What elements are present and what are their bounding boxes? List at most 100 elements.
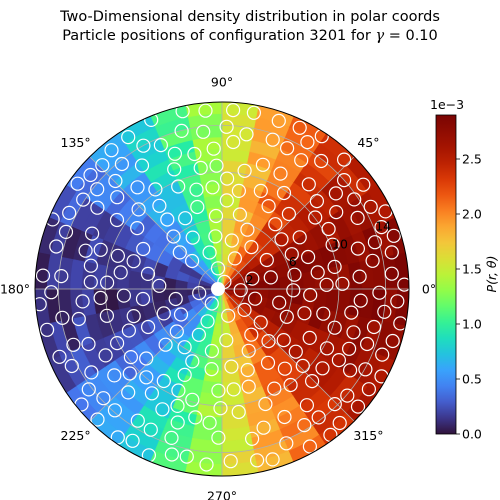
chart-title: Two-Dimensional density distribution in … [60,9,440,25]
particle-marker [148,182,163,197]
particle-marker [121,323,136,338]
particle-marker [292,120,307,135]
particle-marker [81,382,96,397]
particle-marker [258,396,273,412]
particle-marker [141,319,156,335]
particle-marker [253,315,268,330]
particle-marker [52,349,67,364]
particle-marker [315,361,330,376]
particle-marker [226,102,241,118]
particle-marker [62,205,77,220]
particle-marker [122,366,137,381]
particle-marker [327,320,342,335]
particle-marker [319,341,335,356]
radial-tick-label: 14 [375,218,391,233]
particle-marker [384,266,399,281]
particle-marker [332,415,347,431]
particle-marker [316,306,331,321]
particle-marker [160,212,175,227]
particle-marker [90,412,105,427]
particle-marker [190,199,205,215]
colorbar-label: P(r, θ) [484,256,499,293]
particle-marker [281,206,296,222]
particle-marker [213,401,228,416]
particle-marker [187,146,202,162]
particle-marker [329,205,344,220]
particle-marker [309,194,324,209]
particle-marker [81,336,96,352]
particle-marker [44,285,59,300]
gamma-symbol: γ [375,28,385,44]
particle-marker [93,290,108,305]
particle-marker [169,324,184,339]
particle-marker [110,190,125,205]
particle-marker [66,337,81,352]
particle-marker [280,141,295,156]
particle-marker [244,327,259,342]
density-cell [205,357,224,372]
particle-marker [253,183,268,198]
particle-marker [113,265,128,280]
particle-marker [211,383,226,398]
particle-marker [108,173,123,189]
particle-marker [90,200,105,215]
particle-marker [220,171,235,186]
particle-marker [372,285,387,300]
density-cell [221,218,237,232]
particle-marker [260,355,276,370]
particle-marker [279,309,294,324]
angular-gridline [221,288,355,422]
particle-marker [342,341,357,356]
particle-marker [99,275,115,290]
particle-marker [199,457,214,472]
particle-marker [241,343,256,358]
particle-marker [366,319,382,335]
particle-marker [185,354,200,369]
particle-marker [78,243,93,258]
particle-marker [385,333,400,349]
particle-marker [277,409,292,425]
particle-marker [346,325,361,340]
particle-marker [344,305,359,320]
particle-marker [232,207,247,222]
particle-marker [299,398,314,413]
particle-marker [353,293,368,308]
particle-marker [84,226,100,241]
particle-marker [367,235,382,250]
particle-marker [240,222,255,237]
particle-marker [172,245,187,260]
particle-marker [170,415,185,430]
particle-marker [136,241,151,257]
particle-marker [114,156,130,172]
particle-marker [54,269,69,284]
particle-marker [125,433,140,448]
particle-marker [109,212,125,228]
theta-tick-label: 45° [357,135,379,150]
particle-marker [245,271,260,286]
particle-marker [321,221,336,237]
particle-marker [152,198,167,213]
particle-marker [224,359,239,374]
particle-marker [245,431,260,446]
particle-marker [337,152,352,167]
particle-markers [35,102,409,472]
particle-marker [272,295,287,310]
theta-tick-label: 225° [61,428,91,443]
particle-marker [139,351,154,366]
theta-tick-label: 270° [207,489,237,500]
particle-marker [347,192,362,207]
particle-marker [121,130,136,145]
particle-marker [104,143,119,158]
particle-marker [319,277,334,292]
particle-marker [221,308,236,323]
particle-marker [267,381,282,396]
particle-marker [374,220,389,235]
particle-marker [121,385,136,400]
particle-marker [204,296,219,311]
particle-marker [177,340,192,355]
particle-marker [246,105,261,120]
particle-marker [131,202,146,217]
colorbar: 1e−3 0.0 0.5 1.0 1.5 2.0 2.5 P(r, θ) [430,97,499,442]
particle-marker [158,337,173,352]
